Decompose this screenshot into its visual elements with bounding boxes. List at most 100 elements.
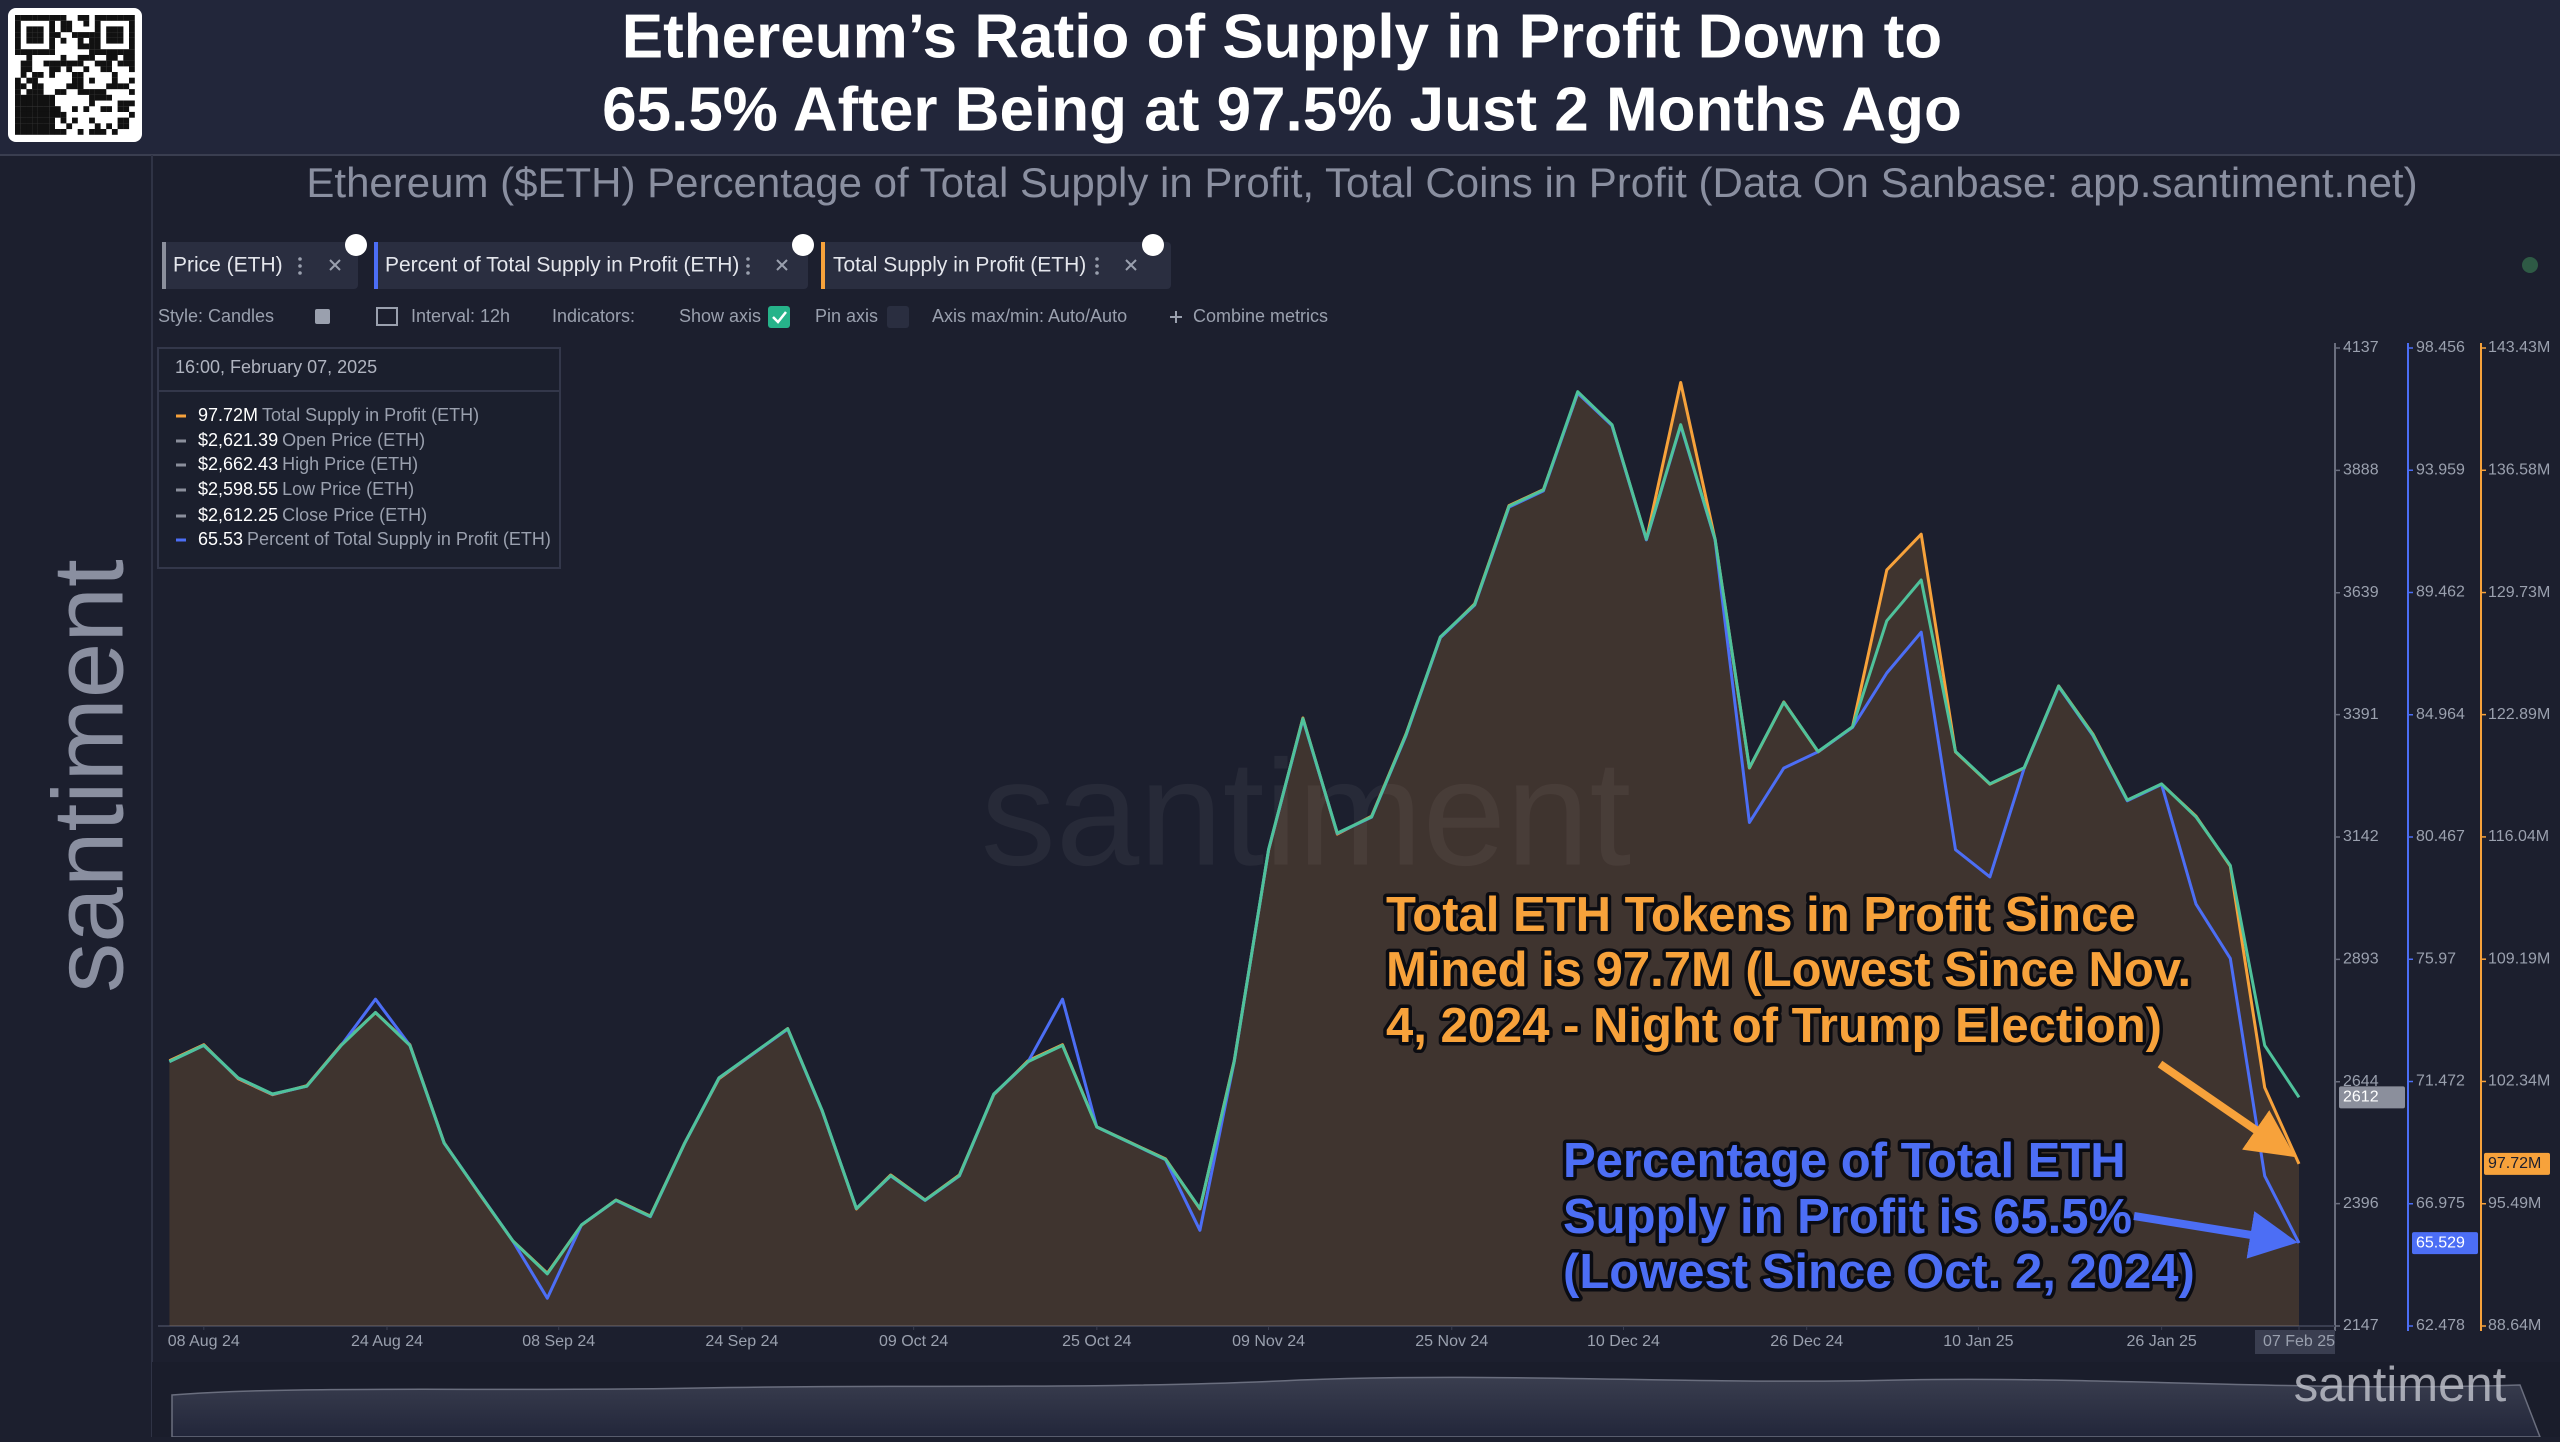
tab-close-icons[interactable] — [329, 259, 1137, 271]
toolbar-item[interactable]: Style: Candles — [158, 306, 274, 326]
tooltip-value: $2,598.55 — [198, 479, 278, 499]
side-brand: santiment — [32, 559, 144, 993]
tab-menu-icons[interactable] — [298, 257, 1099, 275]
tab[interactable] — [821, 242, 1171, 289]
qr-cell — [123, 106, 130, 112]
qr-cell — [43, 106, 50, 112]
qr-cell — [106, 49, 112, 55]
qr-cell — [117, 37, 124, 44]
qr-cell — [49, 129, 55, 135]
toolbar-item[interactable]: Indicators: — [552, 306, 635, 326]
tab[interactable] — [162, 242, 358, 289]
qr-cell — [66, 60, 73, 67]
qr-cell — [106, 54, 112, 61]
qr-cell — [77, 129, 84, 135]
toolbar-item[interactable]: Show axis — [679, 306, 761, 326]
qr-cell — [111, 54, 118, 61]
qr-cell — [100, 60, 107, 67]
tab-accent — [374, 242, 378, 289]
toolbar-item[interactable]: Combine metrics — [1193, 306, 1328, 326]
last-value-box — [2412, 1232, 2478, 1255]
x-tick-highlight — [2255, 1330, 2335, 1354]
tab[interactable] — [374, 242, 808, 289]
qr-cell — [49, 100, 55, 107]
y-tick-label: 80.467 — [2416, 828, 2465, 845]
tooltip-row: $2,612.25 Close Price (ETH) — [198, 505, 427, 525]
toolbar-item[interactable]: Axis max/min: Auto/Auto — [932, 306, 1127, 326]
status-dot — [2522, 257, 2538, 273]
last-value-label: 65.529 — [2416, 1234, 2465, 1251]
qr-cell — [15, 100, 21, 107]
qr-cell — [32, 106, 38, 112]
qr-cell — [49, 20, 55, 27]
qr-cell — [100, 89, 107, 95]
tab-label[interactable]: Percent of Total Supply in Profit (ETH) — [385, 254, 739, 277]
qr-cell — [106, 26, 112, 33]
qr-cell — [83, 54, 90, 61]
qr-cell — [72, 83, 78, 90]
qr-cell — [54, 32, 61, 38]
qr-cell — [49, 111, 55, 118]
qr-cell — [15, 37, 21, 44]
qr-cell — [111, 26, 118, 33]
qr-cell — [26, 129, 33, 135]
qr-cell — [77, 15, 84, 21]
qr-cell — [32, 32, 38, 38]
qr-cell — [111, 83, 118, 90]
qr-cell — [117, 83, 124, 90]
qr-cell — [32, 89, 38, 95]
qr-cell — [94, 123, 101, 130]
qr-cell — [49, 26, 55, 33]
qr-cell — [94, 43, 101, 50]
qr-cell — [54, 111, 61, 118]
qr-cell — [72, 32, 78, 38]
y-tick-label: 116.04M — [2488, 828, 2549, 845]
qr-cell — [89, 49, 95, 55]
qr-cell — [60, 37, 67, 44]
qr-cell — [20, 123, 27, 130]
y-tick-label: 109.19M — [2488, 950, 2550, 967]
checkbox[interactable] — [887, 306, 909, 328]
qr-cell — [106, 106, 112, 112]
qr-cell — [77, 72, 84, 78]
qr-cell — [43, 117, 50, 124]
qr-cell — [123, 60, 130, 67]
metric-tabs: Price (ETH) Percent of Total Supply in P… — [162, 234, 2538, 289]
qr-cell — [32, 94, 38, 101]
interval-icon — [376, 307, 398, 326]
qr-cell — [94, 94, 101, 101]
annotation-line: Mined is 97.7M (Lowest Since Nov. — [1386, 943, 2191, 997]
y-tick-label: 4137 — [2343, 339, 2379, 356]
qr-cell — [15, 83, 21, 90]
y-tick-label: 2644 — [2343, 1073, 2379, 1090]
toolbar-item[interactable]: Pin axis — [815, 306, 878, 326]
arrow — [2133, 1211, 2298, 1259]
color-swatch[interactable] — [315, 309, 330, 324]
subtitle: Ethereum ($ETH) Percentage of Total Supp… — [306, 159, 2417, 206]
toolbar-item[interactable]: Interval: 12h — [411, 306, 510, 326]
checkbox-checked[interactable] — [768, 306, 790, 328]
qr-cell — [37, 100, 44, 107]
last-value-label: 97.72M — [2488, 1155, 2541, 1172]
qr-cell — [60, 129, 67, 135]
qr-cell — [26, 94, 33, 101]
y-tick-label: 98.456 — [2416, 339, 2465, 356]
qr-cell — [32, 49, 38, 55]
qr-cell — [26, 37, 33, 44]
qr-cell — [72, 106, 78, 112]
y-tick-label: 88.64M — [2488, 1317, 2541, 1334]
tab-download-icons[interactable] — [345, 234, 1164, 256]
qr-cell — [54, 106, 61, 112]
tooltip-value: $2,662.43 — [198, 454, 278, 474]
qr-cell — [83, 89, 90, 95]
qr-cell — [83, 106, 90, 112]
plus-icon — [1170, 311, 1182, 323]
tab-label[interactable]: Price (ETH) — [173, 254, 283, 277]
qr-cell — [37, 106, 44, 112]
qr-cell — [72, 72, 78, 78]
tab-label[interactable]: Total Supply in Profit (ETH) — [833, 254, 1086, 277]
qr-cell — [37, 94, 44, 101]
qr-cell — [20, 117, 27, 124]
qr-cell — [37, 37, 44, 44]
qr-cell — [129, 100, 135, 107]
